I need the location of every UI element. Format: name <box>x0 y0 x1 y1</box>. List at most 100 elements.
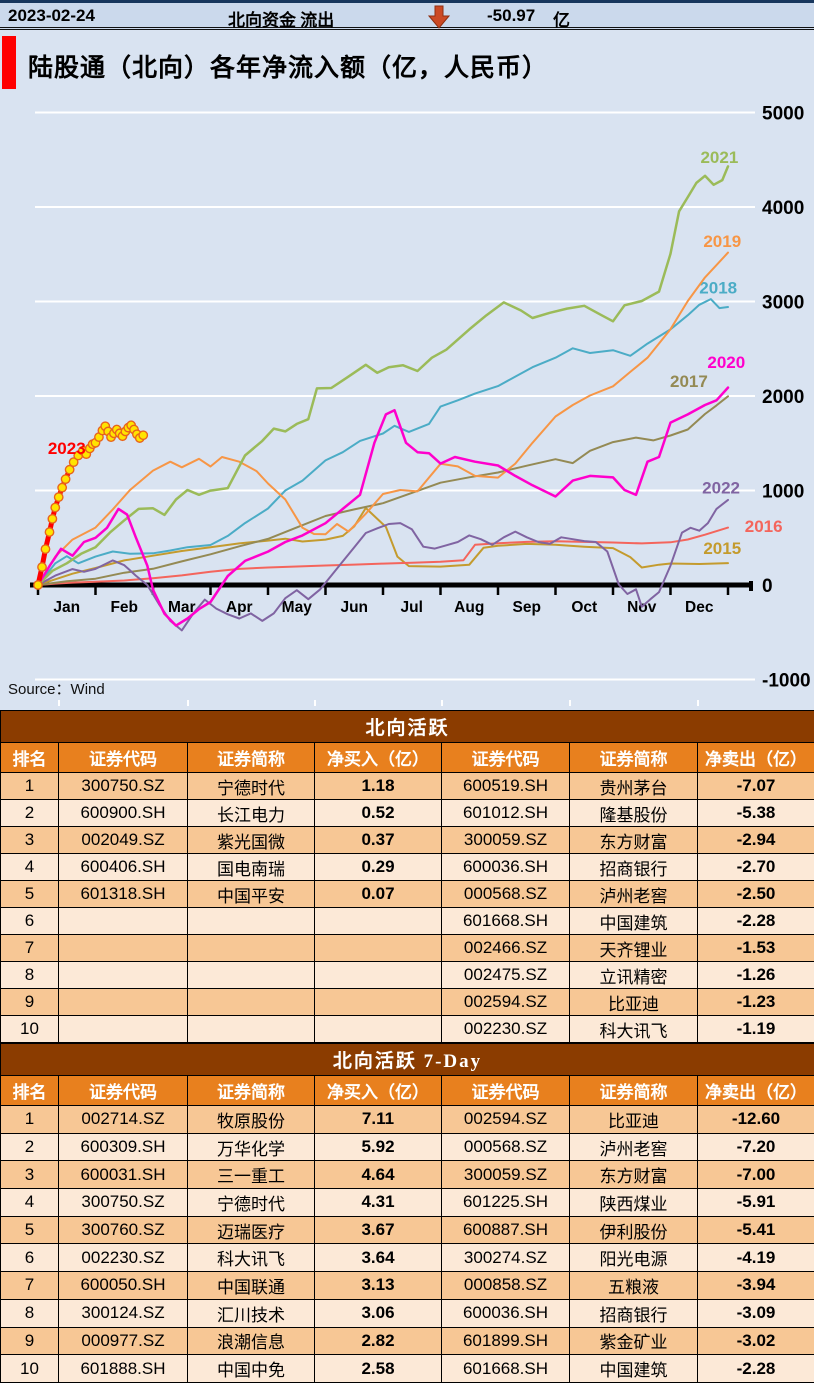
rank-cell: 1 <box>1 773 59 800</box>
code-cell: 000977.SZ <box>59 1327 188 1355</box>
code-cell: 601668.SH <box>442 1355 570 1383</box>
series-2015-line <box>38 508 728 585</box>
name-cell: 陕西煤业 <box>570 1189 698 1217</box>
series-2023-marker <box>45 528 53 536</box>
rank-cell: 7 <box>1 1272 59 1300</box>
series-2023-label: 2023 <box>48 439 86 458</box>
series-2023-marker <box>55 493 63 501</box>
flow-amount-unit: 亿 <box>553 6 570 31</box>
series-2023-marker <box>139 431 147 439</box>
net-buy-cell: 0.37 <box>315 827 442 854</box>
code-cell: 000858.SZ <box>442 1272 570 1300</box>
code-cell: 300750.SZ <box>59 773 188 800</box>
name-cell <box>188 935 315 962</box>
code-cell: 601888.SH <box>59 1355 188 1383</box>
name-cell: 紫光国微 <box>188 827 315 854</box>
code-cell <box>59 1016 188 1043</box>
code-cell: 002230.SZ <box>59 1244 188 1272</box>
net-sell-cell: -5.91 <box>698 1189 814 1217</box>
month-label: Jun <box>340 599 368 616</box>
code-cell <box>59 962 188 989</box>
code-cell: 600309.SH <box>59 1133 188 1161</box>
column-header: 证券简称 <box>570 1076 698 1106</box>
month-label: Aug <box>454 599 484 616</box>
net-sell-cell: -2.94 <box>698 827 814 854</box>
report-date: 2023-02-24 <box>8 6 95 26</box>
name-cell: 科大讯飞 <box>188 1244 315 1272</box>
net-sell-cell: -1.53 <box>698 935 814 962</box>
name-cell: 三一重工 <box>188 1161 315 1189</box>
name-cell: 比亚迪 <box>570 989 698 1016</box>
column-header: 证券简称 <box>188 743 315 773</box>
code-cell: 600406.SH <box>59 854 188 881</box>
name-cell: 阳光电源 <box>570 1244 698 1272</box>
code-cell: 601668.SH <box>442 908 570 935</box>
code-cell: 002594.SZ <box>442 989 570 1016</box>
series-2018-label: 2018 <box>699 278 737 297</box>
name-cell: 中国中免 <box>188 1355 315 1383</box>
name-cell: 隆基股份 <box>570 800 698 827</box>
series-2017-label: 2017 <box>670 372 708 391</box>
column-header: 证券简称 <box>188 1076 315 1106</box>
code-cell: 300274.SZ <box>442 1244 570 1272</box>
y-axis-tick-label: 4000 <box>762 198 804 219</box>
column-header: 证券代码 <box>59 1076 188 1106</box>
name-cell: 天齐锂业 <box>570 935 698 962</box>
code-cell: 600036.SH <box>442 1299 570 1327</box>
name-cell: 宁德时代 <box>188 773 315 800</box>
name-cell: 中国建筑 <box>570 1355 698 1383</box>
series-2015-label: 2015 <box>703 539 741 558</box>
title-accent-bar <box>2 36 16 89</box>
code-cell: 601012.SH <box>442 800 570 827</box>
column-header: 排名 <box>1 1076 59 1106</box>
net-buy-cell: 2.58 <box>315 1355 442 1383</box>
name-cell: 比亚迪 <box>570 1106 698 1134</box>
series-2023-marker <box>38 563 46 571</box>
rank-cell: 3 <box>1 1161 59 1189</box>
code-cell: 002049.SZ <box>59 827 188 854</box>
net-sell-cell: -3.09 <box>698 1299 814 1327</box>
month-label: Mar <box>168 599 196 616</box>
y-axis-tick-label: 0 <box>762 576 773 597</box>
name-cell: 汇川技术 <box>188 1299 315 1327</box>
table-title: 北向活跃 7-Day <box>1 1044 814 1076</box>
y-axis-tick-label: 5000 <box>762 104 804 125</box>
code-cell: 601225.SH <box>442 1189 570 1217</box>
code-cell: 002475.SZ <box>442 962 570 989</box>
code-cell: 600031.SH <box>59 1161 188 1189</box>
column-header: 净买入（亿） <box>315 743 442 773</box>
series-2020-label: 2020 <box>707 353 745 372</box>
rank-cell: 10 <box>1 1016 59 1043</box>
net-sell-cell: -2.28 <box>698 908 814 935</box>
rank-cell: 10 <box>1 1355 59 1383</box>
rank-cell: 2 <box>1 1133 59 1161</box>
month-label: Sep <box>513 599 541 616</box>
net-sell-cell: -2.50 <box>698 881 814 908</box>
code-cell: 300059.SZ <box>442 827 570 854</box>
name-cell <box>188 908 315 935</box>
chart-title-block: 陆股通（北向）各年净流入额（亿，人民币） <box>0 30 814 100</box>
series-2021-label: 2021 <box>700 148 738 167</box>
table-header-row: 排名证券代码证券简称净买入（亿）证券代码证券简称净卖出（亿） <box>1 743 814 773</box>
code-cell: 000568.SZ <box>442 1133 570 1161</box>
y-axis-tick-label: -1000 <box>762 671 811 692</box>
net-buy-cell: 7.11 <box>315 1106 442 1134</box>
column-header: 排名 <box>1 743 59 773</box>
name-cell: 宁德时代 <box>188 1189 315 1217</box>
series-2016-label: 2016 <box>745 517 783 536</box>
net-sell-cell: -4.19 <box>698 1244 814 1272</box>
page-title: 陆股通（北向）各年净流入额（亿，人民币） <box>28 48 548 84</box>
net-sell-cell: -2.70 <box>698 854 814 881</box>
code-cell: 300750.SZ <box>59 1189 188 1217</box>
code-cell: 300124.SZ <box>59 1299 188 1327</box>
net-sell-cell: -5.38 <box>698 800 814 827</box>
source-label: Source： <box>8 681 71 698</box>
